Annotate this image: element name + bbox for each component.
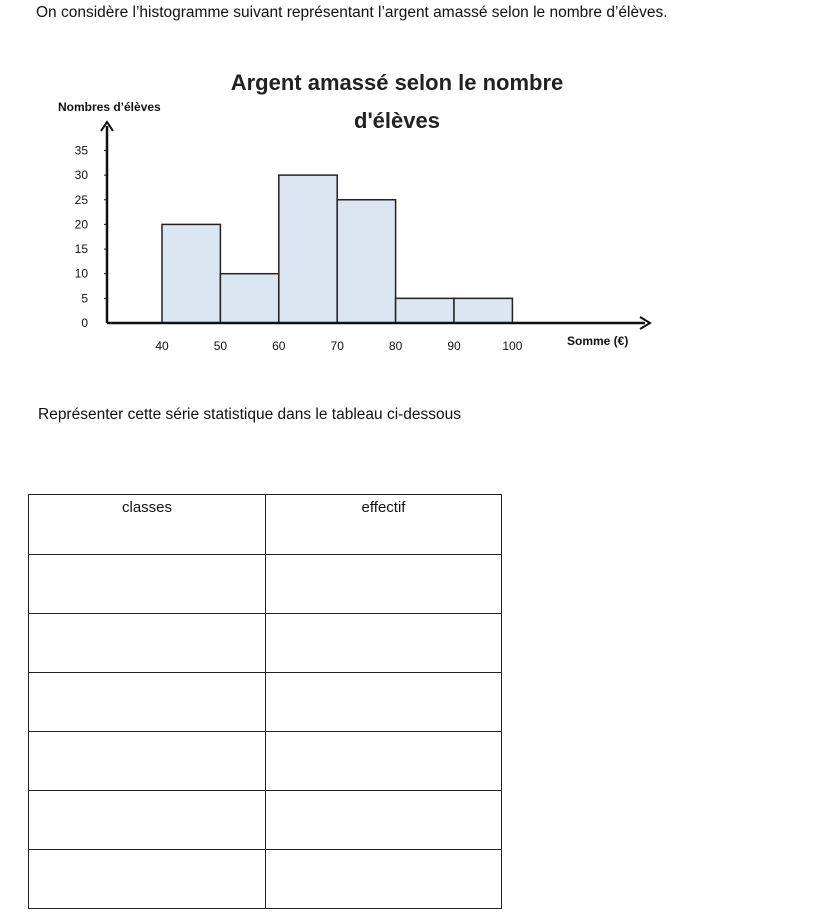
table-row	[28, 849, 502, 909]
x-tick-label-50: 50	[214, 339, 228, 353]
y-tick-label-20: 20	[75, 217, 89, 231]
table-row	[28, 554, 502, 614]
classes-cell[interactable]	[28, 613, 266, 673]
effectif-cell[interactable]	[265, 672, 502, 732]
x-tick-label-100: 100	[502, 339, 522, 353]
x-axis-label: Somme (€)	[567, 334, 628, 348]
y-tick-label-10: 10	[75, 267, 89, 281]
header-classes: classes	[28, 494, 266, 555]
x-tick-label-40: 40	[155, 339, 169, 353]
classes-cell[interactable]	[28, 554, 266, 614]
intro-text: On considère l’histogramme suivant repré…	[36, 4, 668, 21]
y-tick-label-5: 5	[81, 291, 88, 305]
y-tick-label-15: 15	[75, 242, 89, 256]
histogram-bar-80-90	[394, 297, 455, 324]
effectif-cell[interactable]	[265, 554, 502, 614]
header-effectif: effectif	[265, 494, 502, 555]
x-tick-label-90: 90	[447, 339, 461, 353]
classes-cell[interactable]	[28, 849, 266, 909]
histogram-bar-40-50	[161, 223, 222, 324]
histogram-bar-50-60	[219, 272, 280, 324]
axes	[100, 120, 652, 330]
classes-cell[interactable]	[28, 790, 266, 850]
effectif-cell[interactable]	[265, 613, 502, 673]
x-ticks: 40 50 60 70 80 90 100	[155, 339, 522, 353]
histogram-bar-90-100	[453, 297, 514, 324]
effectif-cell[interactable]	[265, 849, 502, 909]
y-tick-label-35: 35	[75, 143, 89, 157]
y-axis-arrow	[100, 120, 114, 132]
table-header-row: classes effectif	[28, 494, 502, 555]
table-row	[28, 731, 502, 791]
chart-title-line-2: d'élèves	[354, 108, 440, 133]
table-row	[28, 613, 502, 673]
y-tick-label-0: 0	[81, 316, 88, 330]
y-axis-label: Nombres d’élèves	[58, 100, 161, 114]
histogram-chart: Argent amassé selon le nombre d'élèves N…	[58, 70, 652, 353]
y-tick-label-30: 30	[75, 168, 89, 182]
x-axis-arrow	[639, 316, 652, 330]
instruction-text: Représenter cette série statistique dans…	[38, 406, 462, 423]
histogram-bar-60-70	[278, 174, 338, 324]
classes-cell[interactable]	[28, 731, 266, 791]
y-tick-label-25: 25	[75, 193, 89, 207]
effectif-cell[interactable]	[265, 731, 502, 791]
chart-title-line-1: Argent amassé selon le nombre	[231, 70, 564, 95]
table-row	[28, 672, 502, 732]
effectif-cell[interactable]	[265, 790, 502, 850]
table-row	[28, 790, 502, 850]
y-ticks: 0 5 10 15 20 25 30 35	[75, 143, 107, 330]
x-tick-label-60: 60	[272, 339, 286, 353]
x-tick-label-80: 80	[389, 339, 403, 353]
histogram-bar-70-80	[336, 199, 397, 324]
bars-group	[161, 174, 514, 324]
x-tick-label-70: 70	[331, 339, 345, 353]
classes-cell[interactable]	[28, 672, 266, 732]
answer-table: classes effectif	[28, 494, 502, 909]
